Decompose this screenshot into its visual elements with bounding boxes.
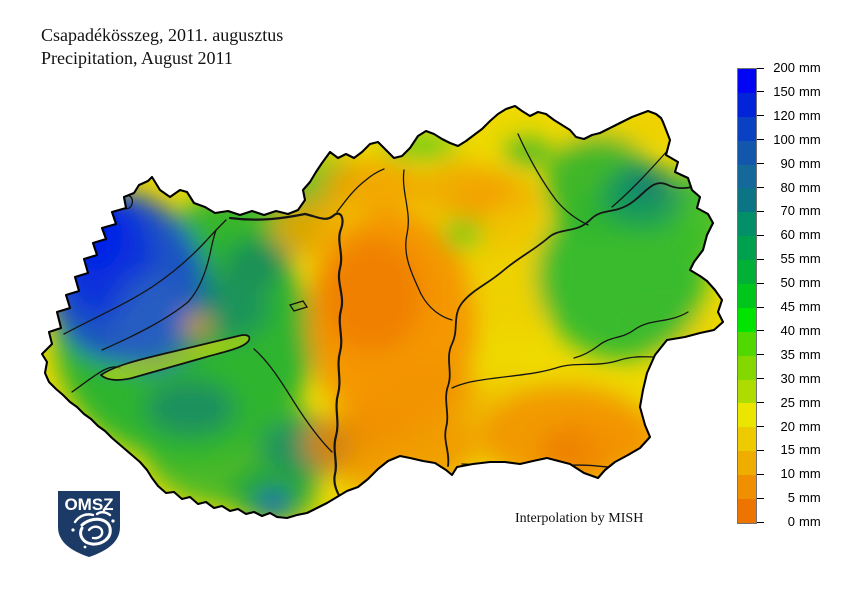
lake-velence <box>288 300 309 312</box>
legend-color-segment <box>738 355 756 380</box>
legend-color-segment <box>738 140 756 165</box>
legend-tick <box>757 163 764 165</box>
legend-color-segment <box>738 69 756 93</box>
legend-tick <box>757 234 764 236</box>
river-network <box>63 133 715 509</box>
tisza-river <box>444 179 715 467</box>
wave-icon <box>73 511 112 546</box>
legend-tick <box>757 282 764 284</box>
legend-tick <box>757 139 764 141</box>
hernad-river <box>517 133 589 226</box>
legend-color-segment <box>738 307 756 332</box>
legend-color-segment <box>738 92 756 117</box>
lake-balaton <box>99 334 251 381</box>
koros-branch-river <box>573 311 689 359</box>
legend-tick <box>757 426 764 427</box>
page-title: Csapadékösszeg, 2011. augusztus Precipit… <box>41 24 283 70</box>
legend-color-segment <box>738 188 756 213</box>
legend-tick <box>757 115 764 117</box>
title-hungarian: Csapadékösszeg, 2011. augusztus <box>41 25 284 45</box>
legend-tick <box>757 473 764 475</box>
legend-color-segment <box>738 236 756 261</box>
legend-tick <box>757 378 764 380</box>
legend-color-segment <box>738 164 756 189</box>
legend-tick <box>757 330 764 332</box>
interpolation-credit: Interpolation by MISH <box>515 511 644 526</box>
legend-tick <box>757 354 764 356</box>
wave-spray-dots <box>71 508 115 549</box>
legend-tick <box>757 91 764 93</box>
legend-tick <box>757 497 764 499</box>
legend-color-segment <box>738 260 756 285</box>
legend-color-segment <box>738 427 756 452</box>
hungary-border <box>40 104 725 520</box>
legend-tick <box>757 521 764 523</box>
marcal-river <box>101 229 217 351</box>
legend-color-segment <box>738 403 756 428</box>
legend-color-segment <box>738 212 756 237</box>
koros-river <box>451 354 696 389</box>
danube-river <box>228 212 347 509</box>
legend-tick <box>757 402 764 404</box>
legend-color-segment <box>738 116 756 141</box>
legend-tick <box>757 258 764 260</box>
legend-tick <box>757 449 764 451</box>
sio-river <box>253 348 333 453</box>
legend-tick <box>757 187 764 188</box>
legend-color-segment <box>738 451 756 476</box>
zagyva-river <box>402 169 453 321</box>
legend-tick <box>757 67 764 69</box>
logo-text: OMSZ <box>64 495 113 514</box>
legend-tick <box>757 210 764 212</box>
bodrog-river <box>611 149 669 208</box>
legend-color-segment <box>738 475 756 500</box>
title-english: Precipitation, August 2011 <box>41 48 233 68</box>
legend-color-segment <box>738 379 756 404</box>
ipoly-river <box>336 168 385 213</box>
legend-colorbar <box>737 68 757 524</box>
legend-tick <box>757 306 764 308</box>
legend-color-segment <box>738 499 756 523</box>
legend-color-segment <box>738 331 756 356</box>
precipitation-field <box>42 106 723 518</box>
legend-color-segment <box>738 284 756 308</box>
omsz-logo: OMSZ <box>52 487 126 559</box>
